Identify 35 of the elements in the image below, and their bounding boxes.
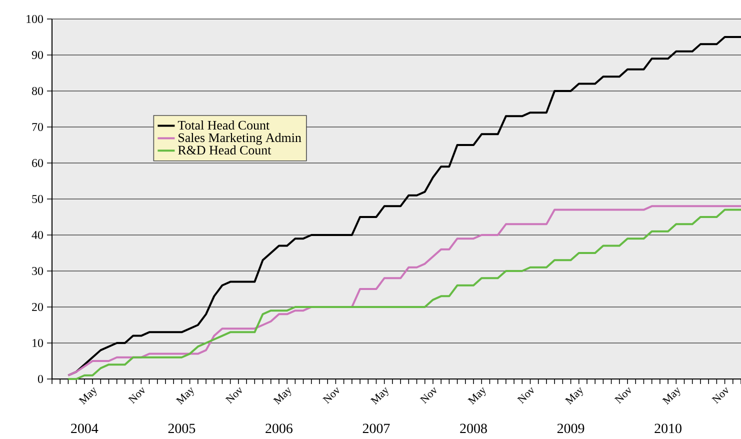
y-tick-label: 20 [32,302,44,312]
x-tick-label: May [176,387,194,405]
x-tick-label: May [564,387,583,405]
text: 2007 [362,424,390,434]
y-tick-label: 0 [38,374,44,384]
x-tick-label: May [662,387,680,405]
y-tick-label: 70 [32,122,44,132]
x-tick-label: Nov [420,387,436,404]
y-tick-label: 50 [32,194,44,204]
legend-label: R&D Head Count [178,145,272,155]
text: 2006 [266,424,293,434]
y-tick-label: 90 [32,50,44,60]
text: 2004 [71,424,98,434]
y-tick-label: 40 [32,230,44,240]
x-tick-label: May [370,387,388,405]
legend-label: Sales Marketing Admin [178,132,302,145]
x-tick-label: Nov [614,387,631,404]
x-tick-label: May [78,387,97,405]
text: 2009 [557,424,584,434]
x-tick-label: Nov [128,387,145,404]
text: 2008 [460,424,487,434]
legend-label: Total Head Count [178,120,270,130]
text: 2005 [168,424,196,434]
text: 2010 [654,424,682,434]
y-tick-label: 10 [32,338,44,348]
x-tick-label: Nov [225,387,242,404]
y-tick-label: 100 [26,14,44,24]
x-tick-label: May [273,387,292,405]
y-tick-label: 80 [32,86,44,96]
x-tick-label: Nov [322,387,340,404]
y-tick-label: 30 [32,266,44,276]
x-tick-label: Nov [517,387,534,404]
x-tick-label: May [468,387,486,405]
y-tick-label: 60 [32,158,44,168]
x-tick-label: Nov [712,387,728,404]
